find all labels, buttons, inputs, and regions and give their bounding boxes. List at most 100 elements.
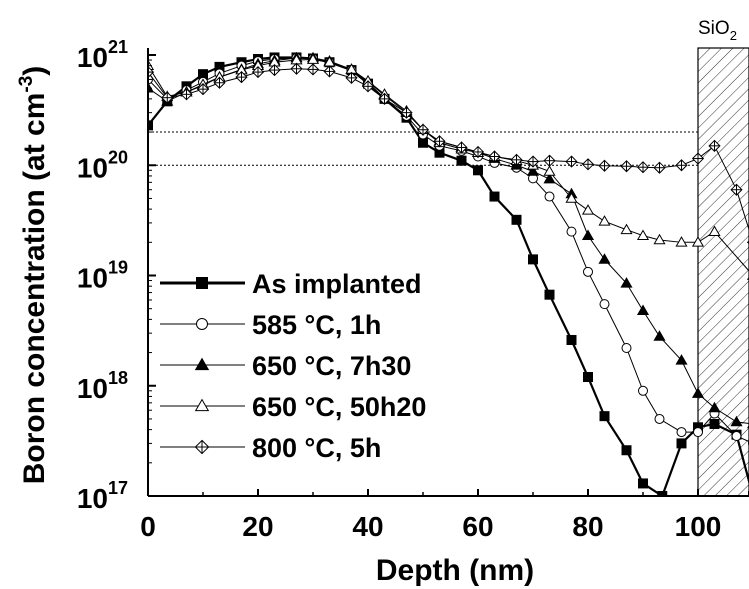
data-point bbox=[653, 161, 666, 174]
y-tick-exponent: 20 bbox=[108, 147, 128, 167]
sio2-label-main: SiO bbox=[698, 18, 730, 39]
y-tick-exponent: 21 bbox=[108, 37, 128, 57]
data-point bbox=[543, 165, 556, 176]
data-point bbox=[180, 88, 193, 101]
data-point bbox=[675, 236, 688, 247]
data-point bbox=[565, 155, 578, 168]
data-point bbox=[675, 159, 688, 172]
oxide-region bbox=[697, 47, 749, 497]
data-point bbox=[638, 385, 648, 396]
data-point bbox=[544, 191, 555, 202]
sio2-label: SiO2 bbox=[698, 18, 737, 43]
data-point bbox=[251, 65, 265, 79]
data-point bbox=[583, 266, 593, 277]
data-point bbox=[653, 233, 666, 245]
data-point bbox=[488, 150, 501, 163]
data-point bbox=[306, 63, 320, 76]
series-line bbox=[148, 56, 749, 496]
legend-entry: 650 °C, 7h30 bbox=[160, 351, 411, 381]
data-point bbox=[148, 120, 153, 131]
data-point bbox=[676, 427, 687, 438]
y-axis-label-main: Boron concentration (at cm bbox=[18, 93, 51, 485]
y-tick-base: 10 bbox=[77, 263, 108, 294]
x-axis-label: Depth (nm) bbox=[376, 554, 534, 587]
data-point bbox=[510, 153, 523, 166]
data-point bbox=[345, 71, 358, 84]
data-point bbox=[620, 223, 633, 235]
legend-entry: 650 °C, 50h20 bbox=[160, 392, 426, 422]
data-point bbox=[544, 289, 555, 300]
data-point bbox=[456, 155, 467, 166]
legend-entry: 800 °C, 5h bbox=[160, 433, 381, 463]
y-tick-exponent: 17 bbox=[108, 478, 128, 498]
data-point bbox=[657, 491, 668, 496]
legend-label: 650 °C, 7h30 bbox=[252, 351, 411, 381]
y-tick-label: 1021 bbox=[77, 37, 128, 73]
legend-marker bbox=[194, 398, 210, 412]
legend-entry: As implanted bbox=[160, 269, 422, 299]
data-point bbox=[621, 445, 632, 456]
data-point bbox=[543, 154, 556, 167]
sio2-label-sub: 2 bbox=[730, 28, 737, 43]
y-tick-label: 1017 bbox=[77, 478, 128, 514]
data-point bbox=[581, 204, 595, 215]
data-point bbox=[653, 330, 666, 341]
data-point bbox=[213, 76, 226, 89]
data-point bbox=[565, 192, 578, 203]
data-point bbox=[235, 71, 248, 84]
y-tick-base: 10 bbox=[77, 483, 108, 514]
data-point bbox=[566, 334, 577, 345]
data-point bbox=[511, 214, 522, 225]
data-point bbox=[621, 342, 632, 353]
data-point bbox=[161, 91, 174, 104]
data-point bbox=[620, 277, 633, 288]
y-tick-label: 1019 bbox=[77, 258, 128, 294]
legend-label: 650 °C, 50h20 bbox=[252, 392, 426, 422]
data-point bbox=[455, 141, 468, 154]
y-tick-label: 1018 bbox=[77, 368, 128, 404]
y-tick-base: 10 bbox=[77, 42, 108, 73]
data-point bbox=[290, 62, 303, 75]
data-point bbox=[323, 65, 336, 78]
data-point bbox=[636, 304, 650, 315]
data-point bbox=[566, 226, 577, 237]
series-line bbox=[148, 57, 749, 443]
series-0 bbox=[148, 52, 749, 496]
data-point bbox=[691, 236, 705, 247]
data-point bbox=[583, 372, 593, 383]
sio2-hatched-region bbox=[697, 47, 749, 497]
x-tick-label: 40 bbox=[352, 511, 383, 542]
data-point bbox=[196, 83, 210, 96]
x-tick-label: 100 bbox=[675, 511, 722, 542]
data-point bbox=[599, 299, 610, 310]
data-point bbox=[598, 215, 611, 226]
legend-label: 585 °C, 1h bbox=[252, 310, 381, 340]
data-point bbox=[543, 172, 556, 184]
data-point bbox=[418, 137, 428, 148]
data-point bbox=[636, 229, 650, 240]
data-point bbox=[400, 106, 413, 119]
data-point bbox=[433, 135, 446, 148]
y-tick-exponent: 18 bbox=[108, 368, 128, 388]
y-tick-base: 10 bbox=[77, 373, 108, 404]
legend: As implanted 585 °C, 1h 650 °C, 7h30 650 °C… bbox=[160, 269, 426, 463]
series-4 bbox=[148, 62, 749, 245]
y-axis-label-close: ) bbox=[18, 66, 51, 76]
legend-marker bbox=[196, 318, 208, 330]
data-point bbox=[730, 183, 743, 196]
data-point bbox=[708, 139, 721, 152]
data-point bbox=[636, 161, 650, 174]
legend-marker bbox=[196, 277, 208, 289]
series-layer bbox=[148, 51, 749, 496]
data-point bbox=[709, 418, 720, 429]
y-axis-label: Boron concentration (at cm-3) bbox=[16, 66, 51, 485]
data-point bbox=[691, 387, 705, 398]
data-point bbox=[693, 427, 703, 438]
data-point bbox=[378, 92, 391, 105]
data-point bbox=[528, 254, 538, 265]
data-point bbox=[416, 123, 430, 136]
data-point bbox=[620, 160, 633, 173]
axes bbox=[147, 48, 749, 497]
data-point bbox=[731, 431, 742, 442]
